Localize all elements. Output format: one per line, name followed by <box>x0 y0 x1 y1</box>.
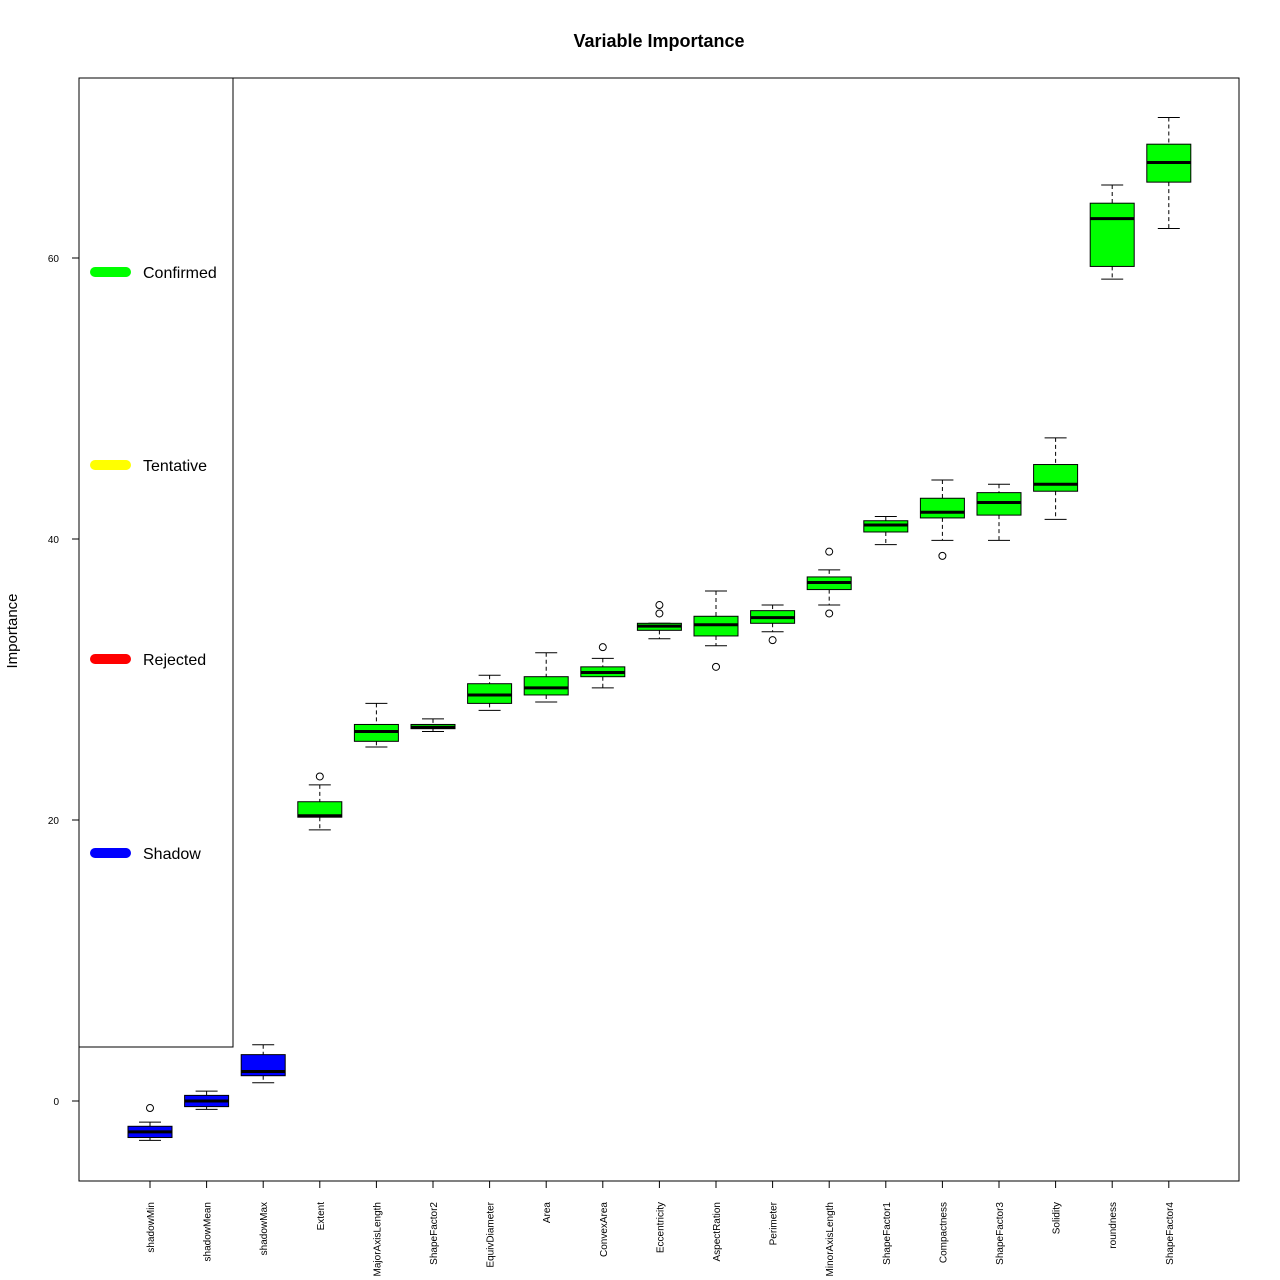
y-tick-label: 0 <box>53 1097 59 1108</box>
x-axis: shadowMin shadowMean shadowMax Extent MajorA… <box>146 1181 1176 1276</box>
box <box>1033 464 1079 492</box>
x-tick-label: ConvexArea <box>599 1202 610 1257</box>
boxplot <box>919 479 965 560</box>
x-tick-label: MinorAxisLength <box>825 1202 836 1276</box>
x-tick-label: shadowMax <box>259 1202 270 1255</box>
x-tick-label: shadowMin <box>146 1202 157 1253</box>
outlier-point <box>938 551 947 560</box>
legend-entry-label: Rejected <box>143 652 206 669</box>
boxplot <box>353 702 399 748</box>
y-axis: 0 20 40 60 <box>48 254 79 1108</box>
x-tick-label: Extent <box>316 1202 327 1231</box>
boxplot <box>693 590 739 671</box>
x-tick-label: AspectRation <box>712 1202 723 1261</box>
box <box>523 676 569 696</box>
x-tick-label: MajorAxisLength <box>372 1202 383 1276</box>
outlier-point <box>146 1104 154 1113</box>
outlier-point <box>598 643 607 652</box>
boxplot <box>1089 184 1135 280</box>
boxplot <box>184 1090 230 1110</box>
legend-entry-label: Tentative <box>143 458 207 475</box>
outlier-point <box>315 772 324 781</box>
legend: Confirmed Tentative Rejected Shadow <box>90 265 217 863</box>
x-tick-label: ShapeFactor4 <box>1165 1202 1176 1265</box>
x-tick-label: Solidity <box>1052 1202 1063 1234</box>
outlier-point <box>655 609 664 618</box>
y-axis-label: Importance <box>4 593 21 668</box>
x-tick-label: ShapeFactor1 <box>882 1202 893 1265</box>
x-tick-label: Compactness <box>938 1202 949 1263</box>
y-tick-label: 60 <box>48 254 60 265</box>
outlier-point <box>655 601 664 610</box>
outlier-point <box>825 609 834 618</box>
outlier-point <box>768 636 777 645</box>
boxplot <box>976 483 1022 541</box>
chart-title: Variable Importance <box>573 31 744 51</box>
boxplot <box>467 674 513 711</box>
x-tick-label: EquivDiameter <box>486 1201 497 1267</box>
box <box>919 497 965 519</box>
outlier-point <box>825 547 834 556</box>
boxplot <box>863 516 909 546</box>
boxplot <box>580 643 626 689</box>
x-tick-label: Eccentricity <box>655 1202 666 1253</box>
x-tick-label: ShapeFactor2 <box>429 1202 440 1265</box>
boxplot <box>1146 117 1192 229</box>
x-tick-label: ShapeFactor3 <box>995 1202 1006 1265</box>
outlier-point <box>712 662 720 671</box>
boxplot <box>297 772 343 831</box>
boxplot <box>636 601 682 640</box>
boxplot <box>523 652 569 703</box>
y-tick-label: 20 <box>48 816 60 827</box>
x-tick-label: Perimeter <box>769 1201 780 1245</box>
box <box>1089 202 1135 267</box>
y-tick-label: 40 <box>48 535 60 546</box>
legend-box <box>78 77 234 1048</box>
boxplot <box>1033 437 1079 520</box>
legend-entry-label: Confirmed <box>143 265 217 282</box>
boxplot <box>240 1044 286 1084</box>
boxplot <box>806 547 852 618</box>
x-tick-label: roundness <box>1108 1202 1119 1249</box>
x-tick-label: Area <box>542 1202 553 1224</box>
boxplot <box>750 604 796 645</box>
boxplot <box>127 1104 173 1141</box>
boxplot <box>410 718 456 732</box>
x-tick-label: shadowMean <box>203 1202 214 1261</box>
legend-entry-label: Shadow <box>143 846 201 863</box>
boxplots <box>127 117 1192 1141</box>
